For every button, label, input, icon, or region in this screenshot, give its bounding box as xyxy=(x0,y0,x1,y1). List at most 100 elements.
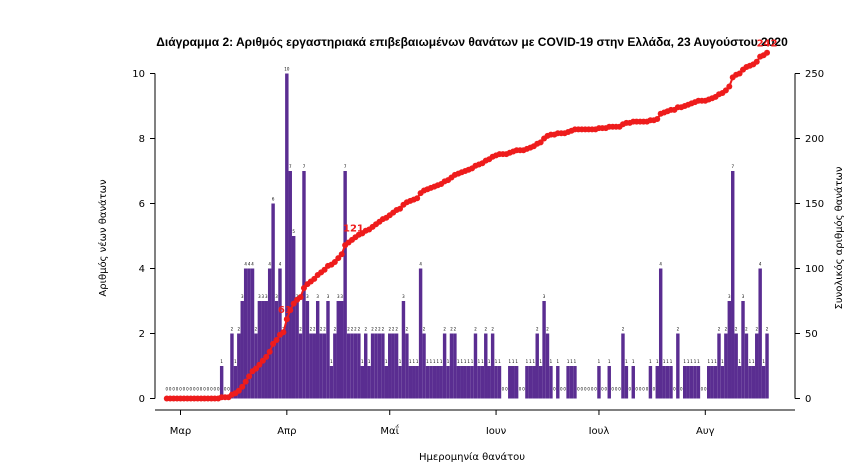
bar-value-label: 0 xyxy=(200,387,203,392)
bar-value-label: 1 xyxy=(598,359,601,364)
bar-value-label: 1 xyxy=(509,359,512,364)
bar xyxy=(319,333,323,399)
bar xyxy=(490,333,495,399)
bar-value-label: 2 xyxy=(255,327,258,332)
bar-value-label: 1 xyxy=(385,359,388,364)
bar-value-label: 0 xyxy=(210,387,213,392)
cumulative-point xyxy=(266,348,273,355)
bar xyxy=(257,301,262,399)
bar-value-label: 0 xyxy=(611,387,614,392)
bar xyxy=(412,366,416,399)
bar xyxy=(720,366,725,399)
bar xyxy=(545,333,550,399)
bar xyxy=(607,366,611,399)
bar-value-label: 1 xyxy=(457,359,460,364)
bar-value-label: 1 xyxy=(570,359,573,364)
bar xyxy=(748,366,752,399)
bar-value-label: 2 xyxy=(755,327,758,332)
bar xyxy=(741,301,745,399)
bar-value-label: 2 xyxy=(395,327,398,332)
bar xyxy=(394,333,399,399)
bar-value-label: 1 xyxy=(430,359,433,364)
bar xyxy=(494,366,498,399)
bar xyxy=(466,366,471,399)
bar-value-label: 1 xyxy=(412,359,415,364)
bar-value-label: 1 xyxy=(526,359,529,364)
bar xyxy=(449,333,454,399)
bar xyxy=(285,73,289,399)
cumulative-point xyxy=(246,373,253,380)
cumulative-point xyxy=(397,205,404,212)
bar-value-label: 1 xyxy=(762,359,765,364)
bar-value-label: 3 xyxy=(241,294,244,299)
cumulative-point xyxy=(283,316,290,323)
cumulative-point xyxy=(722,87,729,94)
bar-value-label: 4 xyxy=(248,262,251,267)
bar xyxy=(425,366,430,399)
bar-value-label: 4 xyxy=(759,262,762,267)
bar-value-label: 1 xyxy=(481,359,484,364)
bar xyxy=(312,333,316,399)
bar xyxy=(247,268,251,399)
bar-value-label: 2 xyxy=(474,327,477,332)
bar-value-label: 1 xyxy=(426,359,429,364)
bar xyxy=(463,366,467,399)
bar-value-label: 1 xyxy=(649,359,652,364)
bar-value-label: 2 xyxy=(484,327,487,332)
bar xyxy=(309,333,313,399)
bar xyxy=(508,366,512,399)
cumulative-point xyxy=(335,255,342,262)
bar-value-label: 1 xyxy=(368,359,371,364)
bar-value-label: 0 xyxy=(653,387,656,392)
cumulative-point xyxy=(300,285,307,291)
bar xyxy=(370,333,375,399)
bar xyxy=(388,333,392,399)
bar xyxy=(274,301,279,399)
bar xyxy=(727,301,732,399)
bar-value-label: 0 xyxy=(519,387,522,392)
bar-value-label: 2 xyxy=(766,327,769,332)
bar-value-label: 1 xyxy=(683,359,686,364)
y2-tick-label: 150 xyxy=(805,199,824,210)
bar-value-label: 1 xyxy=(697,359,700,364)
bar xyxy=(329,366,334,399)
bar-value-label: 1 xyxy=(539,359,542,364)
bar-value-label: 1 xyxy=(707,359,710,364)
bar-value-label: 0 xyxy=(618,387,621,392)
bar-value-label: 0 xyxy=(563,387,566,392)
bar-value-label: 2 xyxy=(351,327,354,332)
bar-value-label: 0 xyxy=(646,387,649,392)
x-tick-label: Μαρ xyxy=(170,426,192,437)
bar xyxy=(453,333,457,399)
cumulative-point xyxy=(256,361,263,368)
bar-value-label: 0 xyxy=(505,387,508,392)
bar-value-label: 2 xyxy=(450,327,453,332)
bar xyxy=(665,366,670,399)
cumulative-point xyxy=(338,251,345,258)
bar xyxy=(751,366,756,399)
bar xyxy=(484,333,488,399)
cumulative-point xyxy=(252,365,259,372)
bar-value-label: 1 xyxy=(467,359,470,364)
bar xyxy=(707,366,711,399)
bar xyxy=(621,333,625,399)
bar xyxy=(514,366,519,399)
bar-value-label: 1 xyxy=(752,359,755,364)
cumulative-point xyxy=(297,294,304,301)
bar xyxy=(532,366,536,399)
bar xyxy=(538,366,543,399)
cumulative-point xyxy=(764,49,771,56)
bar xyxy=(497,366,502,399)
bar xyxy=(456,366,461,399)
bar-value-label: 3 xyxy=(262,294,265,299)
bar xyxy=(470,366,474,399)
bar xyxy=(460,366,464,399)
x-tick-label: Ιουλ xyxy=(589,426,610,437)
bar xyxy=(305,301,310,399)
bar xyxy=(436,366,440,399)
bar-value-label: 0 xyxy=(227,387,230,392)
bar-value-label: 2 xyxy=(725,327,728,332)
